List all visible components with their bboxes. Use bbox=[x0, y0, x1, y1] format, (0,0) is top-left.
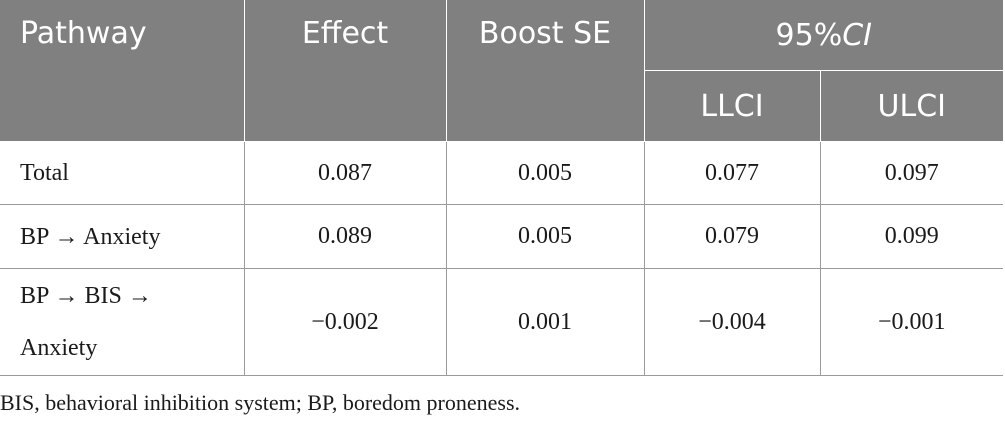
pathway-line-1: BP → BIS → bbox=[20, 283, 152, 309]
pathway-line-2: Anxiety bbox=[20, 335, 98, 361]
table-row: BP → BIS → Anxiety −0.002 0.001 −0.004 −0… bbox=[0, 268, 1004, 376]
cell-pathway: BP → BIS → Anxiety bbox=[0, 268, 245, 376]
cell-effect: −0.002 bbox=[243, 268, 447, 376]
table-row: BP → Anxiety 0.089 0.005 0.079 0.099 bbox=[0, 204, 1004, 269]
cell-ulci: −0.001 bbox=[819, 268, 1004, 376]
header-effect: Effect bbox=[243, 0, 447, 142]
ci-prefix: 95% bbox=[775, 17, 843, 53]
header-llci: LLCI bbox=[644, 70, 821, 142]
ci-italic: CI bbox=[842, 17, 872, 53]
cell-boost-se: 0.005 bbox=[445, 141, 645, 205]
mediation-results-table: Pathway Effect Boost SE 95%CI LLCI ULCI … bbox=[0, 0, 1004, 376]
table-row: Total 0.087 0.005 0.077 0.097 bbox=[0, 141, 1004, 205]
cell-effect: 0.089 bbox=[243, 204, 447, 269]
header-ulci: ULCI bbox=[819, 70, 1004, 142]
table-header: Pathway Effect Boost SE 95%CI LLCI ULCI bbox=[0, 0, 1004, 142]
cell-llci: 0.077 bbox=[643, 141, 821, 205]
table-footnote: BIS, behavioral inhibition system; BP, b… bbox=[0, 390, 521, 415]
cell-boost-se: 0.001 bbox=[445, 268, 645, 376]
cell-pathway: BP → Anxiety bbox=[0, 204, 245, 269]
cell-llci: 0.079 bbox=[643, 204, 821, 269]
cell-ulci: 0.099 bbox=[819, 204, 1004, 269]
cell-pathway: Total bbox=[0, 141, 245, 205]
cell-llci: −0.004 bbox=[643, 268, 821, 376]
cell-ulci: 0.097 bbox=[819, 141, 1004, 205]
results-table-container: Pathway Effect Boost SE 95%CI LLCI ULCI … bbox=[0, 0, 1004, 376]
header-boost-se: Boost SE bbox=[445, 0, 645, 142]
header-pathway: Pathway bbox=[0, 0, 245, 142]
cell-effect: 0.087 bbox=[243, 141, 447, 205]
header-confidence-interval: 95%CI bbox=[643, 0, 1004, 71]
cell-boost-se: 0.005 bbox=[445, 204, 645, 269]
table-body: Total 0.087 0.005 0.077 0.097 BP → Anxie… bbox=[0, 141, 1004, 376]
